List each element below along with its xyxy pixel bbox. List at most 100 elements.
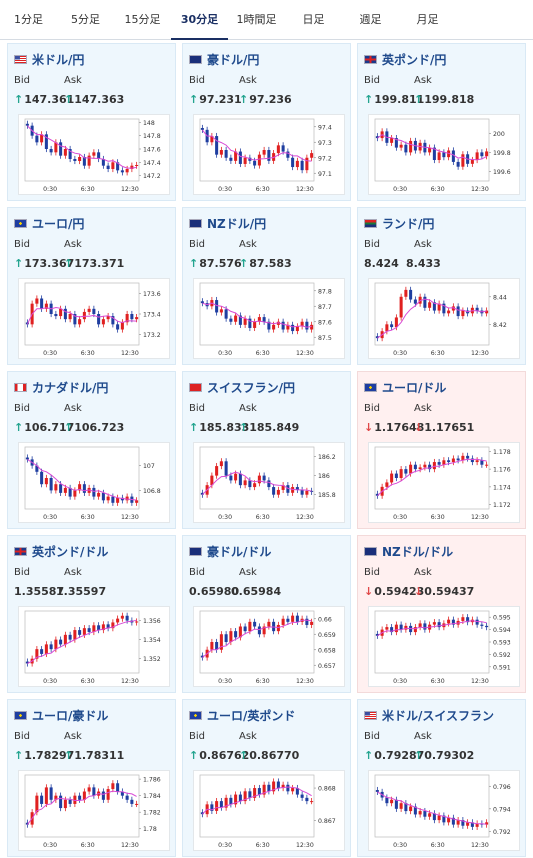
pair-name[interactable]: 豪ドル/円 (207, 52, 260, 67)
card-title[interactable]: スイスフラン/円 (189, 380, 296, 395)
rate-card[interactable]: ユーロ/豪ドル Bid Ask ↑1.78297 ↑1.78311 1.786 1.784 1… (7, 699, 176, 857)
ask-value: ↑0.86770 (239, 749, 299, 762)
pair-name[interactable]: 豪ドル/ドル (207, 544, 272, 559)
candle-body (475, 307, 479, 311)
tab-8[interactable]: 月足 (416, 13, 439, 26)
tab-3[interactable]: 15分足 (124, 13, 161, 26)
pair-name[interactable]: ユーロ/円 (32, 216, 85, 231)
rate-card[interactable]: 米ドル/円 Bid Ask ↑147.361 ↑147.363 148 147.8 147.6… (7, 43, 176, 201)
rate-card[interactable]: 米ドル/スイスフラン Bid Ask ↑0.79287 ↑0.79302 0.796 0.7… (357, 699, 526, 857)
card-title[interactable]: 英ポンド/ドル (14, 544, 109, 559)
pair-name[interactable]: ユーロ/豪ドル (32, 708, 109, 723)
card-title[interactable]: 豪ドル/ドル (189, 544, 272, 559)
candlestick-chart[interactable]: 186.2 186 185.8 0:30 6:30 12:30 (193, 442, 345, 523)
pair-name[interactable]: カナダドル/円 (32, 380, 109, 395)
candlestick-chart[interactable]: 1.178 1.176 1.174 1.172 0:30 6:30 12:30 (368, 442, 520, 523)
card-title[interactable]: ランド/円 (364, 216, 435, 231)
pair-name[interactable]: スイスフラン/円 (207, 380, 296, 395)
rate-card[interactable]: ユーロ/ドル Bid Ask ↓1.17648 ↓1.17651 1.178 1.176 1.… (357, 371, 526, 529)
candlestick-chart[interactable]: 107 106.8 0:30 6:30 12:30 (18, 442, 170, 523)
x-tick-label: 6:30 (431, 350, 445, 357)
rate-card[interactable]: スイスフラン/円 Bid Ask ↑185.833 ↑185.849 186.2 186 18… (182, 371, 351, 529)
pair-name[interactable]: ユーロ/英ポンド (207, 708, 296, 723)
pair-name[interactable]: 米ドル/円 (32, 52, 85, 67)
card-title[interactable]: 米ドル/スイスフラン (364, 708, 495, 723)
card-title[interactable]: NZドル/ドル (364, 544, 454, 559)
candlestick-chart[interactable]: 200 199.8 199.6 0:30 6:30 12:30 (368, 114, 520, 195)
candle-body (224, 634, 228, 642)
bid-value: ↓1.17648 (364, 421, 424, 434)
card-title[interactable]: ユーロ/英ポンド (189, 708, 296, 723)
candlestick-chart[interactable]: 148 147.8 147.6 147.4 147.2 0:30 6:30 12:30 (18, 114, 170, 195)
candlestick-chart[interactable]: 0.66 0.659 0.658 0.657 0:30 6:30 12:30 (193, 606, 345, 687)
candle-body (428, 464, 432, 470)
tab-6[interactable]: 日足 (302, 13, 325, 26)
candle-body (295, 788, 299, 795)
pair-name[interactable]: 米ドル/スイスフラン (382, 708, 495, 723)
rate-card[interactable]: 英ポンド/ドル Bid Ask 1.35587 1.35597 1.356 1.354 1.3… (7, 535, 176, 693)
candle-body (451, 817, 455, 825)
bid-price: 1.17648 (374, 421, 425, 434)
y-tick-label: 8.42 (493, 322, 507, 329)
card-title[interactable]: 英ポンド/円 (364, 52, 447, 67)
candle-body (248, 621, 252, 632)
rate-card[interactable]: NZドル/ドル Bid Ask ↓0.59423 ↓0.59437 0.595 0.594 0… (357, 535, 526, 693)
candlestick-chart[interactable]: 0.796 0.794 0.792 0:30 6:30 12:30 (368, 770, 520, 851)
bid-price: 1.35587 (14, 585, 65, 598)
card-title[interactable]: 豪ドル/円 (189, 52, 260, 67)
candlestick-chart[interactable]: 8.44 8.42 0:30 6:30 12:30 (368, 278, 520, 359)
candle-body (44, 303, 48, 309)
candle-body (375, 790, 379, 792)
rate-card[interactable]: ユーロ/円 Bid Ask ↑173.367 ↑173.371 173.6 173.4 173… (7, 207, 176, 365)
candle-body (257, 154, 261, 166)
flag-icon (189, 546, 202, 556)
candlestick-chart[interactable]: 0.595 0.594 0.593 0.592 0.591 0:30 6:30 12:30 (368, 606, 520, 687)
candle-body (54, 639, 58, 650)
candlestick-chart[interactable]: 87.8 87.7 87.6 87.5 0:30 6:30 12:30 (193, 278, 345, 359)
rate-card[interactable]: 豪ドル/円 Bid Ask ↑97.231 ↑97.236 97.4 97.3 97.2 97.… (182, 43, 351, 201)
candle-body (456, 458, 460, 461)
candlestick-chart[interactable]: 1.786 1.784 1.782 1.78 0:30 6:30 12:30 (18, 770, 170, 851)
rate-card[interactable]: NZドル/円 Bid Ask ↑87.576 ↑87.583 87.8 87.7 87.6 87… (182, 207, 351, 365)
card-title[interactable]: ユーロ/ドル (364, 380, 447, 395)
candle-body (73, 490, 77, 497)
x-tick-label: 12:30 (471, 350, 489, 357)
rate-card[interactable]: 豪ドル/ドル Bid Ask 0.65980 0.65984 0.66 0.659 0.658… (182, 535, 351, 693)
card-title[interactable]: カナダドル/円 (14, 380, 109, 395)
pair-name[interactable]: NZドル/ドル (382, 544, 454, 559)
pair-name[interactable]: ランド/円 (382, 216, 435, 231)
candle-body (35, 649, 39, 659)
bid-label: Bid (189, 567, 205, 578)
pair-name[interactable]: NZドル/円 (207, 216, 267, 231)
candle-body (300, 489, 304, 495)
ask-value: 8.433 (406, 257, 441, 270)
tab-5[interactable]: 1時間足 (236, 13, 277, 26)
candle-body (87, 787, 91, 792)
card-title[interactable]: ユーロ/豪ドル (14, 708, 109, 723)
card-title[interactable]: 米ドル/円 (14, 52, 85, 67)
candle-body (224, 150, 228, 158)
candle-body (200, 301, 204, 304)
pair-name[interactable]: 英ポンド/ドル (32, 544, 109, 559)
rate-card[interactable]: ユーロ/英ポンド Bid Ask ↑0.86762 ↑0.86770 0.868 0.867… (182, 699, 351, 857)
pair-name[interactable]: ユーロ/ドル (382, 380, 447, 395)
rate-card[interactable]: 英ポンド/円 Bid Ask ↑199.811 ↑199.818 200 199.8 199.… (357, 43, 526, 201)
candlestick-chart[interactable]: 1.356 1.354 1.352 0:30 6:30 12:30 (18, 606, 170, 687)
rate-card[interactable]: ランド/円 Bid Ask 8.424 8.433 8.44 8.42 0:30 6:30 12:… (357, 207, 526, 365)
tab-7[interactable]: 週足 (359, 13, 382, 26)
tab-1[interactable]: 1分足 (14, 13, 43, 26)
candle-body (423, 623, 427, 630)
candlestick-chart[interactable]: 173.6 173.4 173.2 0:30 6:30 12:30 (18, 278, 170, 359)
tab-2[interactable]: 5分足 (71, 13, 100, 26)
candlestick-chart[interactable]: 97.4 97.3 97.2 97.1 0:30 6:30 12:30 (193, 114, 345, 195)
card-title[interactable]: ユーロ/円 (14, 216, 85, 231)
card-title[interactable]: NZドル/円 (189, 216, 267, 231)
ask-price: 0.86770 (249, 749, 300, 762)
pair-name[interactable]: 英ポンド/円 (382, 52, 447, 67)
x-tick-label: 12:30 (296, 678, 314, 685)
tab-4[interactable]: 30分足 (171, 0, 228, 40)
y-tick-label: 0.658 (318, 647, 336, 654)
candlestick-chart[interactable]: 0.868 0.867 0:30 6:30 12:30 (193, 770, 345, 851)
moving-average-line (202, 471, 312, 496)
rate-card[interactable]: カナダドル/円 Bid Ask ↑106.717 ↑106.723 107 106.8 0:3… (7, 371, 176, 529)
